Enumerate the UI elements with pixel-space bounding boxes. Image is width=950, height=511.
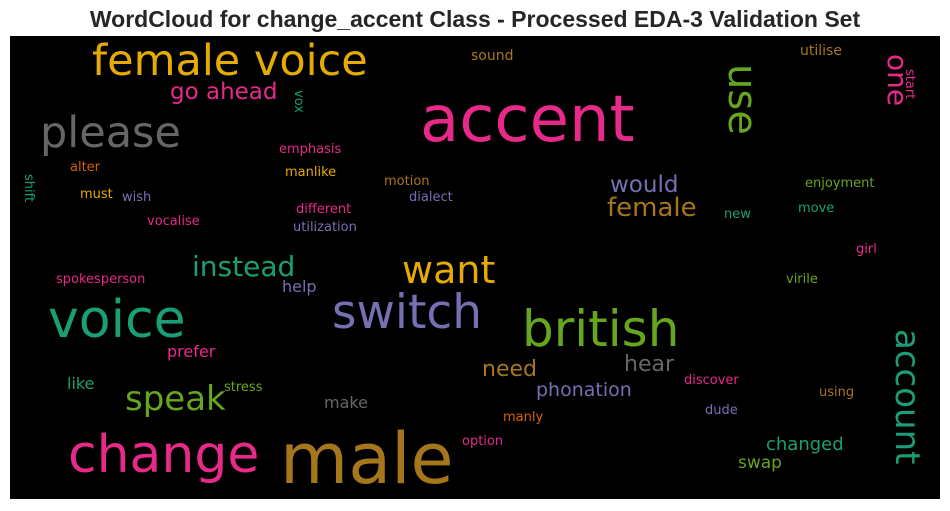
word-prefer: prefer (167, 342, 216, 361)
word-go-ahead: go ahead (170, 79, 278, 105)
word-would: would (610, 172, 679, 198)
word-speak: speak (125, 379, 226, 419)
word-help: help (282, 277, 317, 296)
word-british: british (522, 300, 680, 358)
word-virile: virile (786, 272, 818, 287)
word-manlike: manlike (285, 165, 337, 180)
word-new: new (724, 207, 751, 222)
wordcloud-canvas: accent male change voice british switch female… (10, 36, 940, 499)
word-instead: instead (192, 250, 296, 283)
word-use: use (719, 64, 765, 135)
word-female: female (607, 193, 697, 223)
word-different: different (296, 202, 352, 217)
word-enjoyment: enjoyment (805, 176, 875, 191)
word-account: account (887, 329, 927, 465)
word-like: like (67, 374, 95, 393)
word-girl: girl (856, 242, 877, 257)
word-shift: shift (21, 174, 36, 203)
word-male: male (280, 418, 454, 499)
word-alter: alter (70, 160, 101, 175)
word-accent: accent (420, 83, 635, 157)
word-swap: swap (738, 453, 782, 473)
word-changed: changed (766, 434, 844, 455)
word-want: want (402, 248, 496, 292)
word-using: using (819, 385, 855, 400)
word-make: make (324, 393, 368, 412)
word-emphasis: emphasis (279, 142, 342, 157)
word-switch: switch (332, 285, 483, 340)
word-female-voice: female voice (92, 36, 368, 86)
word-please: please (40, 108, 181, 158)
word-spokesperson: spokesperson (56, 272, 146, 287)
word-dude: dude (705, 403, 738, 418)
word-phonation: phonation (536, 379, 632, 401)
word-discover: discover (684, 373, 739, 388)
word-motion: motion (384, 174, 430, 189)
word-move: move (798, 201, 835, 216)
word-need: need (482, 357, 537, 382)
chart-title: WordCloud for change_accent Class - Proc… (89, 6, 861, 32)
word-utilization: utilization (293, 220, 357, 235)
word-hear: hear (624, 352, 675, 377)
word-dialect: dialect (409, 190, 453, 205)
word-sound: sound (471, 48, 514, 64)
word-wish: wish (122, 190, 152, 205)
word-manly: manly (503, 410, 544, 425)
word-stress: stress (224, 380, 263, 395)
word-start: start (902, 69, 917, 100)
word-voice: voice (48, 290, 186, 350)
word-vox: vox (291, 90, 306, 113)
word-must: must (80, 187, 113, 202)
word-vocalise: vocalise (147, 214, 200, 229)
word-utilise: utilise (800, 43, 842, 59)
word-option: option (462, 434, 504, 449)
word-change: change (68, 425, 260, 485)
